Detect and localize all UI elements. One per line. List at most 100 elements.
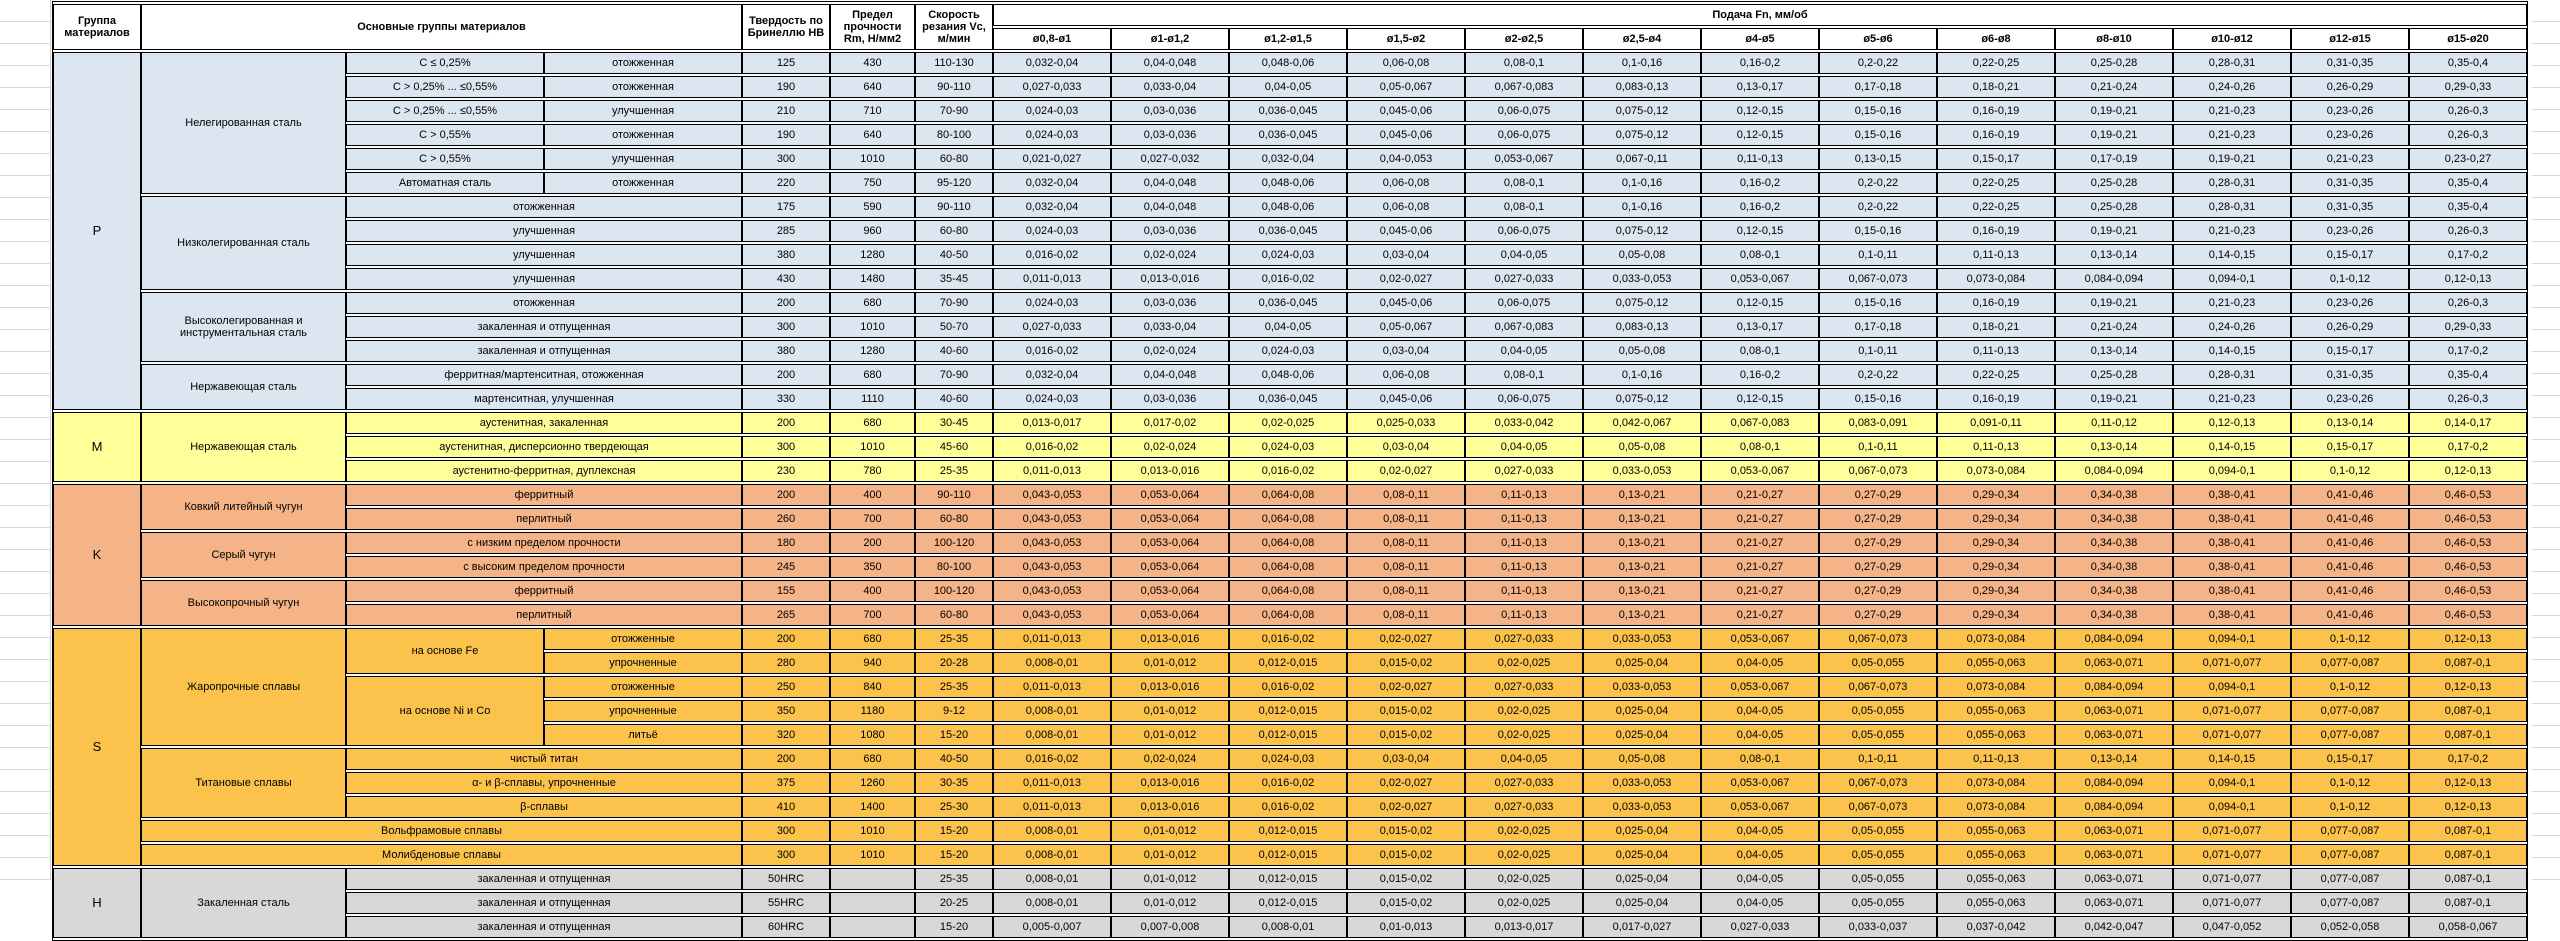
- feed-value-col6[interactable]: 0,053-0,067: [1701, 460, 1819, 482]
- hardness-value[interactable]: 200: [742, 364, 830, 386]
- cutting-speed-value[interactable]: 100-120: [915, 580, 993, 602]
- feed-value-col8[interactable]: 0,11-0,13: [1937, 244, 2055, 266]
- feed-value-col2[interactable]: 0,064-0,08: [1229, 604, 1347, 626]
- strength-value[interactable]: [830, 916, 915, 938]
- feed-value-col9[interactable]: 0,13-0,14: [2055, 244, 2173, 266]
- cutting-speed-value[interactable]: 15-20: [915, 820, 993, 842]
- cutting-speed-value[interactable]: 110-130: [915, 52, 993, 74]
- feed-value-col5[interactable]: 0,1-0,16: [1583, 196, 1701, 218]
- feed-value-col2[interactable]: 0,036-0,045: [1229, 292, 1347, 314]
- feed-value-col10[interactable]: 0,28-0,31: [2173, 52, 2291, 74]
- feed-value-col5[interactable]: 0,033-0,053: [1583, 772, 1701, 794]
- feed-value-col9[interactable]: 0,042-0,047: [2055, 916, 2173, 938]
- feed-value-col5[interactable]: 0,025-0,04: [1583, 700, 1701, 722]
- feed-value-col12[interactable]: 0,17-0,2: [2409, 340, 2527, 362]
- feed-value-col3[interactable]: 0,06-0,08: [1347, 52, 1465, 74]
- feed-value-col9[interactable]: 0,084-0,094: [2055, 796, 2173, 818]
- hardness-value[interactable]: 300: [742, 148, 830, 170]
- cutting-speed-value[interactable]: 50-70: [915, 316, 993, 338]
- cutting-speed-value[interactable]: 15-20: [915, 724, 993, 746]
- feed-value-col3[interactable]: 0,05-0,067: [1347, 316, 1465, 338]
- feed-value-col10[interactable]: 0,21-0,23: [2173, 388, 2291, 410]
- feed-value-col12[interactable]: 0,26-0,3: [2409, 100, 2527, 122]
- feed-value-col1[interactable]: 0,01-0,012: [1111, 868, 1229, 890]
- feed-value-col9[interactable]: 0,25-0,28: [2055, 52, 2173, 74]
- cutting-speed-value[interactable]: 100-120: [915, 532, 993, 554]
- material-name[interactable]: Нелегированная сталь: [141, 52, 346, 194]
- feed-value-col9[interactable]: 0,063-0,071: [2055, 844, 2173, 866]
- feed-value-col11[interactable]: 0,23-0,26: [2291, 100, 2409, 122]
- feed-value-col7[interactable]: 0,27-0,29: [1819, 484, 1937, 506]
- feed-value-col10[interactable]: 0,071-0,077: [2173, 820, 2291, 842]
- feed-value-col2[interactable]: 0,024-0,03: [1229, 244, 1347, 266]
- feed-value-col1[interactable]: 0,03-0,036: [1111, 292, 1229, 314]
- feed-value-col1[interactable]: 0,01-0,012: [1111, 652, 1229, 674]
- feed-value-col0[interactable]: 0,043-0,053: [993, 484, 1111, 506]
- feed-value-col1[interactable]: 0,053-0,064: [1111, 508, 1229, 530]
- feed-value-col5[interactable]: 0,1-0,16: [1583, 364, 1701, 386]
- feed-value-col1[interactable]: 0,013-0,016: [1111, 772, 1229, 794]
- header-tensile-strength[interactable]: Предел прочности Rm, Н/мм2: [830, 4, 915, 50]
- feed-value-col3[interactable]: 0,015-0,02: [1347, 892, 1465, 914]
- feed-value-col12[interactable]: 0,087-0,1: [2409, 844, 2527, 866]
- feed-value-col8[interactable]: 0,11-0,13: [1937, 436, 2055, 458]
- feed-value-col7[interactable]: 0,2-0,22: [1819, 172, 1937, 194]
- feed-value-col7[interactable]: 0,1-0,11: [1819, 244, 1937, 266]
- feed-value-col4[interactable]: 0,027-0,033: [1465, 628, 1583, 650]
- hardness-value[interactable]: 125: [742, 52, 830, 74]
- feed-value-col1[interactable]: 0,04-0,048: [1111, 196, 1229, 218]
- material-subgroup[interactable]: C ≤ 0,25%: [346, 52, 544, 74]
- feed-value-col5[interactable]: 0,025-0,04: [1583, 892, 1701, 914]
- feed-value-col7[interactable]: 0,27-0,29: [1819, 604, 1937, 626]
- feed-value-col7[interactable]: 0,05-0,055: [1819, 652, 1937, 674]
- feed-value-col6[interactable]: 0,11-0,13: [1701, 148, 1819, 170]
- feed-value-col2[interactable]: 0,064-0,08: [1229, 532, 1347, 554]
- strength-value[interactable]: 640: [830, 76, 915, 98]
- feed-value-col9[interactable]: 0,34-0,38: [2055, 580, 2173, 602]
- feed-value-col2[interactable]: 0,064-0,08: [1229, 484, 1347, 506]
- feed-value-col10[interactable]: 0,094-0,1: [2173, 676, 2291, 698]
- feed-value-col9[interactable]: 0,084-0,094: [2055, 628, 2173, 650]
- feed-value-col1[interactable]: 0,013-0,016: [1111, 796, 1229, 818]
- feed-value-col11[interactable]: 0,077-0,087: [2291, 700, 2409, 722]
- feed-value-col7[interactable]: 0,13-0,15: [1819, 148, 1937, 170]
- material-treatment[interactable]: отожженные: [544, 628, 742, 650]
- feed-value-col5[interactable]: 0,042-0,067: [1583, 412, 1701, 434]
- feed-value-col12[interactable]: 0,12-0,13: [2409, 460, 2527, 482]
- feed-value-col6[interactable]: 0,053-0,067: [1701, 676, 1819, 698]
- feed-value-col10[interactable]: 0,094-0,1: [2173, 796, 2291, 818]
- feed-value-col9[interactable]: 0,19-0,21: [2055, 100, 2173, 122]
- feed-value-col4[interactable]: 0,04-0,05: [1465, 436, 1583, 458]
- feed-value-col6[interactable]: 0,04-0,05: [1701, 892, 1819, 914]
- feed-value-col7[interactable]: 0,033-0,037: [1819, 916, 1937, 938]
- material-treatment[interactable]: упрочненные: [544, 652, 742, 674]
- feed-value-col6[interactable]: 0,13-0,17: [1701, 316, 1819, 338]
- feed-value-col1[interactable]: 0,01-0,012: [1111, 820, 1229, 842]
- feed-value-col6[interactable]: 0,08-0,1: [1701, 340, 1819, 362]
- feed-value-col8[interactable]: 0,18-0,21: [1937, 76, 2055, 98]
- feed-value-col8[interactable]: 0,073-0,084: [1937, 796, 2055, 818]
- feed-value-col6[interactable]: 0,12-0,15: [1701, 388, 1819, 410]
- feed-value-col5[interactable]: 0,13-0,21: [1583, 580, 1701, 602]
- feed-value-col2[interactable]: 0,016-0,02: [1229, 772, 1347, 794]
- material-subtype[interactable]: перлитный: [346, 604, 742, 626]
- feed-value-col11[interactable]: 0,41-0,46: [2291, 556, 2409, 578]
- material-treatment[interactable]: отожженная: [544, 124, 742, 146]
- feed-value-col10[interactable]: 0,071-0,077: [2173, 652, 2291, 674]
- feed-value-col7[interactable]: 0,067-0,073: [1819, 772, 1937, 794]
- feed-value-col0[interactable]: 0,008-0,01: [993, 844, 1111, 866]
- feed-value-col2[interactable]: 0,04-0,05: [1229, 316, 1347, 338]
- hardness-value[interactable]: 250: [742, 676, 830, 698]
- material-subtype[interactable]: закаленная и отпущенная: [346, 892, 742, 914]
- feed-value-col1[interactable]: 0,013-0,016: [1111, 676, 1229, 698]
- feed-value-col12[interactable]: 0,087-0,1: [2409, 892, 2527, 914]
- strength-value[interactable]: 710: [830, 100, 915, 122]
- feed-value-col8[interactable]: 0,073-0,084: [1937, 460, 2055, 482]
- strength-value[interactable]: 1280: [830, 340, 915, 362]
- material-name[interactable]: Нержавеющая сталь: [141, 364, 346, 410]
- feed-value-col1[interactable]: 0,04-0,048: [1111, 172, 1229, 194]
- feed-value-col3[interactable]: 0,045-0,06: [1347, 220, 1465, 242]
- feed-value-col4[interactable]: 0,11-0,13: [1465, 508, 1583, 530]
- strength-value[interactable]: 680: [830, 748, 915, 770]
- cutting-speed-value[interactable]: 60-80: [915, 220, 993, 242]
